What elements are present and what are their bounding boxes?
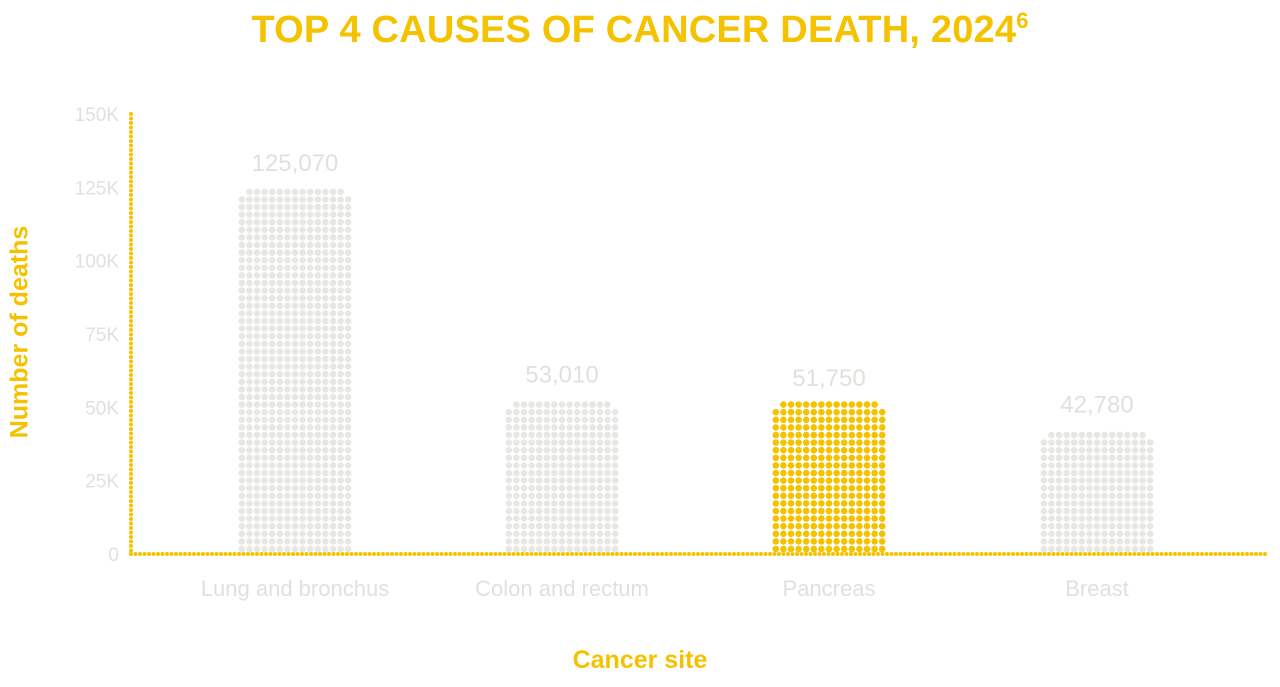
bar [238,188,352,553]
chart-title: TOP 4 CAUSES OF CANCER DEATH, 20246 [251,8,1029,51]
bar [505,401,619,553]
x-axis-line [129,552,1267,556]
x-axis-label: Cancer site [572,646,708,674]
y-tick-label: 150K [75,105,120,126]
x-tick-label: Colon and rectum [475,576,649,601]
data-label: 51,750 [792,365,865,392]
bar [772,401,886,553]
bar [1040,431,1154,553]
y-tick-label: 0 [108,545,119,566]
y-tick-label: 125K [75,178,120,199]
y-tick-label: 25K [85,472,119,493]
y-tick-label: 75K [85,325,119,346]
x-tick-label: Breast [1065,576,1129,601]
title-footnote: 6 [1016,8,1029,33]
y-axis-line [129,112,133,553]
data-label: 53,010 [525,362,598,389]
y-tick-label: 100K [75,252,120,273]
x-tick-label: Pancreas [783,576,876,601]
data-label: 42,780 [1060,392,1133,419]
y-tick-label: 50K [85,398,119,419]
x-tick-label: Lung and bronchus [201,576,389,601]
data-label: 125,070 [252,150,339,177]
